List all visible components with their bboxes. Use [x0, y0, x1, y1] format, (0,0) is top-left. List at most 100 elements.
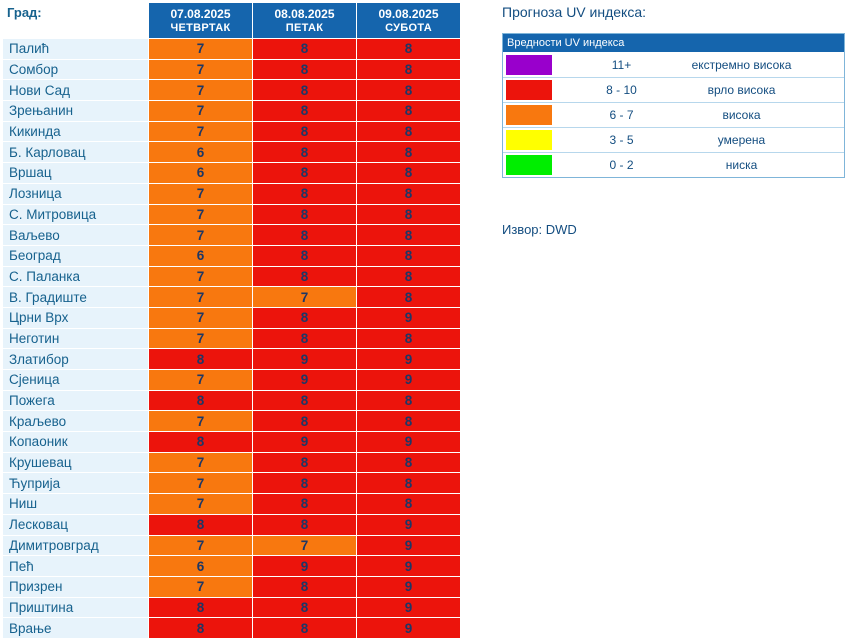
uv-value-cell: 7	[148, 286, 253, 308]
uv-value-cell: 8	[356, 182, 461, 205]
city-cell: Ћуприја	[2, 472, 149, 495]
table-row: Ваљево 7 8 8	[2, 224, 461, 246]
uv-value-cell: 8	[356, 286, 461, 308]
table-row: Лесковац 8 8 9	[2, 513, 461, 536]
uv-value-cell: 8	[356, 224, 461, 246]
city-cell: Сјеница	[2, 369, 149, 391]
uv-value-cell: 8	[356, 389, 461, 412]
table-row: Крушевац 7 8 8	[2, 451, 461, 474]
city-cell: Димитровград	[2, 534, 149, 557]
city-cell: Врање	[2, 617, 149, 639]
uv-value-cell: 9	[356, 575, 461, 598]
uv-value-cell: 7	[148, 306, 253, 329]
table-row: С. Паланка 7 8 8	[2, 265, 461, 288]
city-cell: Лозница	[2, 182, 149, 205]
column-date: 07.08.2025	[170, 6, 231, 21]
city-cell: Лесковац	[2, 513, 149, 536]
legend-row: 11+ екстремно висока	[503, 52, 844, 77]
city-cell: Призрен	[2, 575, 149, 598]
city-cell: Приштина	[2, 596, 149, 619]
uv-value-cell: 8	[252, 493, 357, 515]
uv-value-cell: 8	[356, 493, 461, 515]
legend-range: 3 - 5	[609, 133, 634, 147]
city-cell: Копаоник	[2, 431, 149, 453]
uv-legend: Вредности UV индекса 11+ екстремно висока…	[502, 33, 845, 178]
city-column-header: Град:	[2, 2, 149, 39]
table-row: Вршац 6 8 8	[2, 162, 461, 184]
table-row: Ниш 7 8 8	[2, 493, 461, 515]
uv-value-cell: 8	[356, 162, 461, 184]
city-cell: Црни Врх	[2, 306, 149, 329]
city-cell: С. Паланка	[2, 265, 149, 288]
uv-value-cell: 8	[252, 617, 357, 639]
table-row: Нови Сад 7 8 8	[2, 79, 461, 102]
table-row: Врање 8 8 9	[2, 617, 461, 639]
legend-color-swatch	[506, 130, 552, 150]
column-weekday: ПЕТАК	[285, 21, 324, 34]
uv-value-cell: 6	[148, 141, 253, 164]
uv-value-cell: 8	[252, 224, 357, 246]
uv-value-cell: 8	[252, 141, 357, 164]
uv-value-cell: 8	[356, 38, 461, 60]
uv-value-cell: 8	[252, 472, 357, 495]
legend-range: 6 - 7	[609, 108, 634, 122]
uv-value-cell: 7	[148, 203, 253, 226]
uv-value-cell: 8	[252, 244, 357, 267]
uv-value-cell: 9	[356, 348, 461, 370]
header-row: Град: 07.08.2025 ЧЕТВРТАК 08.08.2025 ПЕТ…	[2, 2, 461, 39]
uv-value-cell: 9	[252, 348, 357, 370]
uv-value-cell: 7	[252, 534, 357, 557]
uv-value-cell: 7	[252, 286, 357, 308]
uv-value-cell: 7	[148, 327, 253, 350]
column-date: 09.08.2025	[378, 6, 439, 21]
date-column-header: 08.08.2025 ПЕТАК	[252, 2, 357, 39]
uv-value-cell: 9	[356, 534, 461, 557]
table-row: Б. Карловац 6 8 8	[2, 141, 461, 164]
table-row: Лозница 7 8 8	[2, 182, 461, 205]
table-row: Црни Врх 7 8 9	[2, 306, 461, 329]
legend-color-swatch	[506, 54, 552, 75]
legend-row: 0 - 2 ниска	[503, 152, 844, 177]
column-weekday: ЧЕТВРТАК	[170, 21, 231, 34]
uv-value-cell: 8	[148, 513, 253, 536]
table-row: Пећ 6 9 9	[2, 555, 461, 577]
legend-color-swatch	[506, 155, 552, 175]
uv-value-cell: 8	[356, 472, 461, 495]
uv-value-cell: 9	[356, 617, 461, 639]
uv-value-cell: 8	[148, 596, 253, 619]
table-row: Зрењанин 7 8 8	[2, 100, 461, 122]
table-row: Краљево 7 8 8	[2, 410, 461, 433]
table-row: Сомбор 7 8 8	[2, 58, 461, 81]
source-label: Извор: DWD	[502, 222, 577, 237]
date-column-header: 07.08.2025 ЧЕТВРТАК	[148, 2, 253, 39]
city-cell: Сомбор	[2, 58, 149, 81]
uv-value-cell: 7	[148, 38, 253, 60]
uv-value-cell: 8	[356, 327, 461, 350]
legend-range: 8 - 10	[606, 83, 637, 97]
uv-value-cell: 8	[252, 410, 357, 433]
uv-value-cell: 8	[356, 120, 461, 143]
uv-value-cell: 8	[356, 451, 461, 474]
city-cell: С. Митровица	[2, 203, 149, 226]
legend-swatch-wrap	[503, 54, 559, 75]
city-cell: Кикинда	[2, 120, 149, 143]
table-row: Палић 7 8 8	[2, 38, 461, 60]
uv-value-cell: 7	[148, 58, 253, 81]
uv-value-cell: 8	[148, 617, 253, 639]
uv-value-cell: 8	[252, 162, 357, 184]
uv-value-cell: 9	[252, 555, 357, 577]
legend-row: 6 - 7 висока	[503, 102, 844, 127]
legend-row: 8 - 10 врло висока	[503, 77, 844, 102]
uv-value-cell: 7	[148, 534, 253, 557]
legend-swatch-wrap	[503, 130, 559, 150]
table-row: Београд 6 8 8	[2, 244, 461, 267]
legend-color-swatch	[506, 105, 552, 125]
uv-value-cell: 8	[252, 120, 357, 143]
legend-swatch-wrap	[503, 80, 559, 100]
uv-value-cell: 7	[148, 182, 253, 205]
uv-value-cell: 8	[356, 203, 461, 226]
city-cell: Ваљево	[2, 224, 149, 246]
legend-row: 3 - 5 умерена	[503, 127, 844, 152]
uv-value-cell: 7	[148, 451, 253, 474]
table-row: Призрен 7 8 9	[2, 575, 461, 598]
